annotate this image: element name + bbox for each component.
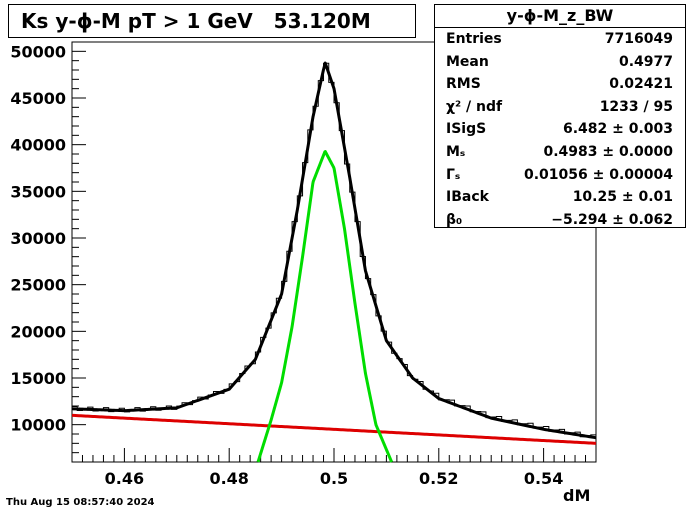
x-axis-title: dM (563, 486, 591, 505)
stats-row-beta0: β₀ −5.294 ± 0.062 (435, 209, 685, 232)
stats-row-gammas: Γₛ 0.01056 ± 0.00004 (435, 164, 685, 187)
timestamp: Thu Aug 15 08:57:40 2024 (6, 497, 155, 508)
total-fit-line (71, 61, 597, 440)
stats-value: 0.01056 ± 0.00004 (523, 166, 673, 183)
y-tick-label: 30000 (10, 229, 66, 248)
x-tick-label: 0.46 (105, 469, 144, 488)
y-tick-label: 25000 (10, 276, 66, 295)
x-tick-label: 0.48 (209, 469, 248, 488)
stats-value: 0.4983 ± 0.0000 (543, 143, 673, 160)
stats-box: y-ϕ-M_z_BW Entries 7716049 Mean 0.4977 RMS… (434, 4, 686, 228)
signal-fit-line (256, 150, 394, 463)
x-tick-label: 0.52 (419, 469, 458, 488)
x-axis: 0.46 0.48 0.5 0.52 0.54 (71, 448, 597, 488)
stats-value: 6.482 ± 0.003 (562, 121, 673, 138)
stats-row-chi2: χ² / ndf 1233 / 95 (435, 96, 685, 119)
stats-label: β₀ (446, 211, 463, 228)
stats-row-iback: IBack 10.25 ± 0.01 (435, 186, 685, 209)
stats-label: Mₛ (446, 143, 466, 160)
background-fit-line (71, 413, 597, 445)
stats-label: χ² / ndf (446, 98, 503, 115)
stats-row-rms: RMS 0.02421 (435, 73, 685, 96)
y-tick-label: 40000 (10, 136, 66, 155)
x-tick-label: 0.5 (320, 469, 348, 488)
stats-value: 7716049 (604, 31, 673, 47)
stats-value: 10.25 ± 0.01 (572, 189, 673, 206)
stats-label: Mean (446, 53, 489, 70)
stats-row-ms: Mₛ 0.4983 ± 0.0000 (435, 141, 685, 164)
stats-label: Γₛ (446, 166, 461, 183)
stats-row-entries: Entries 7716049 (435, 28, 685, 51)
chart-title: Ks y-ϕ-M pT > 1 GeV 53.120M (8, 4, 416, 38)
stats-value: 0.02421 (609, 76, 673, 93)
x-tick-label: 0.54 (524, 469, 563, 488)
y-axis: 10000 15000 20000 25000 30000 35000 40000 45000… (10, 41, 86, 463)
stats-value: −5.294 ± 0.062 (551, 211, 673, 228)
stats-value: 1233 / 95 (599, 98, 673, 115)
stats-label: IBack (446, 189, 489, 206)
y-tick-label: 20000 (10, 322, 66, 341)
stats-row-mean: Mean 0.4977 (435, 51, 685, 74)
y-tick-label: 45000 (10, 89, 66, 108)
stats-row-isigs: ISigS 6.482 ± 0.003 (435, 118, 685, 141)
stats-title: y-ϕ-M_z_BW (435, 5, 685, 28)
chart-series (71, 61, 597, 463)
stats-value: 0.4977 (618, 53, 673, 70)
stats-label: Entries (446, 31, 502, 47)
y-tick-label: 10000 (10, 416, 66, 435)
stats-label: ISigS (446, 121, 487, 138)
stats-label: RMS (446, 76, 481, 93)
y-tick-label: 15000 (10, 369, 66, 388)
y-tick-label: 50000 (10, 42, 66, 61)
y-tick-label: 35000 (10, 182, 66, 201)
